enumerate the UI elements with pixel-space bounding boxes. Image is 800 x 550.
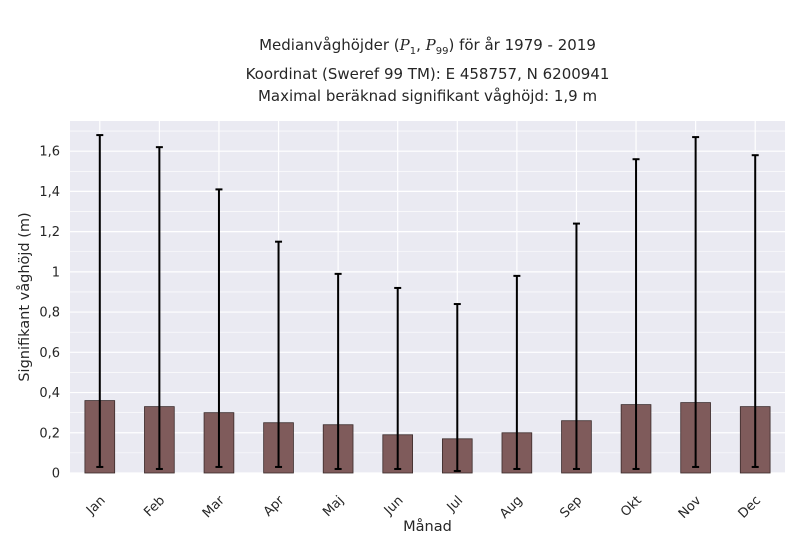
y-ticks: 0 0,2 0,4 0,6 0,8 1 1,2 1,4 1,6 [39, 145, 60, 482]
x-tick-label: Nov [676, 493, 705, 522]
x-tick-label: Jun [381, 493, 407, 519]
title-line-1: Medianvåghöjder (P1, P99) för år 1979 - … [259, 36, 596, 57]
y-tick-label: 0 [52, 467, 60, 482]
y-tick-label: 1,2 [39, 225, 60, 240]
x-tick-label: Jan [83, 493, 108, 518]
x-tick-label: Mar [200, 493, 228, 521]
y-tick-label: 1 [52, 265, 60, 280]
x-tick-label: Sep [557, 493, 585, 521]
x-tick-label: Okt [618, 493, 645, 520]
y-tick-label: 1,6 [39, 145, 60, 160]
x-tick-label: Jul [444, 493, 466, 515]
chart-title: Medianvåghöjder (P1, P99) för år 1979 - … [70, 34, 785, 107]
plot-area [70, 121, 785, 473]
title-line-3: Maximal beräknad signifikant våghöjd: 1,… [257, 87, 598, 105]
x-tick-label: Aug [497, 493, 526, 522]
x-ticks: Jan Feb Mar Apr Maj Jun Jul Aug Sep Okt Nov Dec [83, 493, 764, 522]
title-line-2: Koordinat (Sweref 99 TM): E 458757, N 62… [245, 65, 610, 83]
x-tick-label: Feb [141, 493, 168, 520]
y-tick-label: 0,4 [39, 386, 60, 401]
y-axis-label: Signifikant våghöjd (m) [16, 212, 33, 381]
y-tick-label: 0,2 [39, 426, 60, 441]
error-bars [96, 134, 759, 472]
y-tick-label: 0,6 [39, 346, 60, 361]
x-tick-label: Maj [320, 493, 347, 520]
x-tick-label: Dec [736, 493, 764, 521]
x-tick-label: Apr [261, 493, 288, 520]
x-axis-label: Månad [403, 518, 452, 535]
y-tick-label: 1,4 [39, 185, 60, 200]
y-tick-label: 0,8 [39, 306, 60, 321]
